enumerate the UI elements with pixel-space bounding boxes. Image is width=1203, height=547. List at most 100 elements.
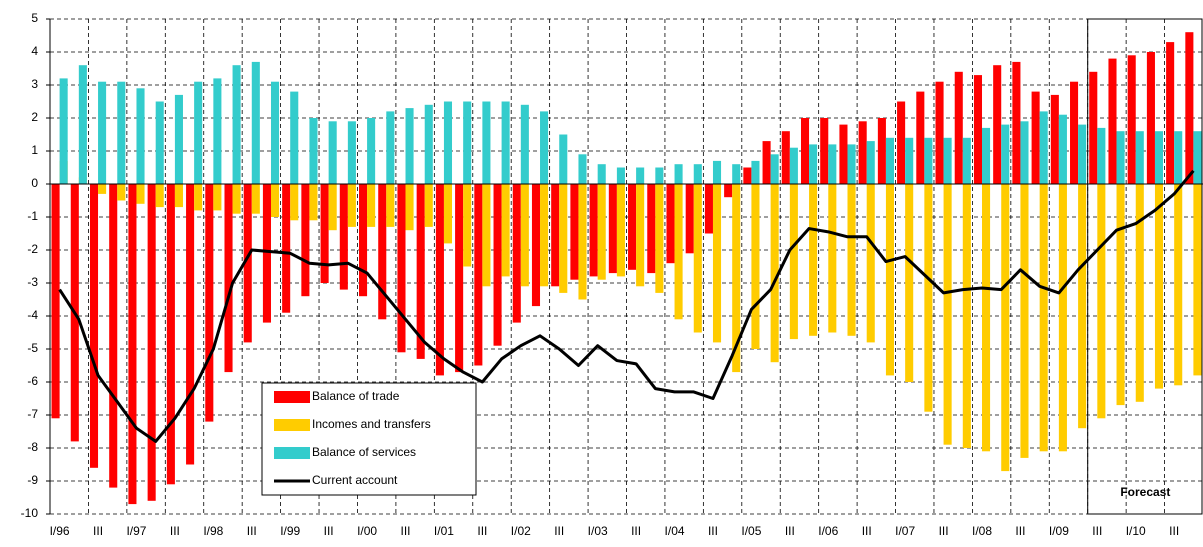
bar (1146, 52, 1155, 184)
bar (224, 184, 233, 373)
bar (89, 184, 99, 468)
bar (443, 184, 453, 244)
y-tick-label: 4 (31, 44, 38, 58)
bar (770, 184, 779, 363)
x-tick-label: I/02 (511, 524, 531, 538)
bar (117, 184, 126, 201)
bar (1174, 131, 1183, 184)
x-tick-label: III (477, 524, 487, 538)
y-tick-label: -8 (27, 440, 38, 454)
bar (1127, 55, 1136, 184)
bar (732, 184, 741, 373)
bar (993, 65, 1002, 184)
bar (578, 154, 587, 184)
bar (962, 184, 971, 448)
bar (809, 144, 818, 184)
bar (186, 184, 195, 465)
bar (540, 111, 549, 184)
bar (924, 184, 933, 412)
bar (1166, 42, 1175, 184)
bar (636, 184, 645, 287)
bar (270, 184, 280, 217)
bar (109, 184, 118, 488)
bar (320, 184, 329, 283)
x-tick-label: I/99 (280, 524, 300, 538)
bar (1193, 184, 1202, 376)
bar (743, 167, 752, 184)
bar (493, 184, 502, 346)
bar (424, 104, 433, 184)
x-tick-label: I/08 (972, 524, 992, 538)
bar (551, 184, 560, 287)
bar (443, 101, 453, 184)
bar (378, 184, 387, 320)
bar (858, 121, 867, 184)
bar (309, 184, 318, 221)
bar (578, 184, 587, 300)
bar (789, 147, 798, 184)
bar (51, 184, 60, 419)
bar (98, 81, 107, 184)
bar (866, 184, 875, 343)
x-tick-label: I/04 (665, 524, 685, 538)
bar (1193, 131, 1202, 184)
x-tick-label: III (401, 524, 411, 538)
bar (347, 184, 356, 227)
forecast-label: Forecast (1120, 485, 1170, 499)
bar (943, 184, 952, 445)
bar (924, 137, 933, 184)
bar (1058, 114, 1067, 184)
forecast-box (1087, 18, 1203, 515)
bar (1039, 111, 1048, 184)
bar (328, 121, 337, 184)
bar (397, 184, 406, 353)
bar (1020, 121, 1029, 184)
bar (328, 184, 337, 231)
bar (597, 184, 606, 280)
legend-label: Incomes and transfers (312, 417, 431, 431)
bar (809, 184, 818, 336)
bar (732, 164, 741, 184)
bar (655, 184, 664, 293)
bar (531, 184, 541, 307)
bar (520, 184, 529, 287)
bar (877, 118, 886, 184)
bar (1108, 58, 1117, 184)
bar (1078, 184, 1087, 429)
x-tick-label: I/06 (818, 524, 838, 538)
bar (1058, 184, 1067, 452)
bar (608, 184, 617, 274)
bar (693, 184, 702, 333)
bar (359, 184, 368, 297)
bar (1089, 71, 1098, 184)
bar (290, 91, 299, 184)
x-tick-label: I/97 (126, 524, 146, 538)
bar (155, 101, 164, 184)
y-tick-label: 0 (31, 176, 38, 190)
bar (117, 81, 126, 184)
bar (455, 184, 464, 373)
x-tick-label: I/10 (1126, 524, 1146, 538)
bar (482, 101, 491, 184)
bar (1154, 184, 1164, 389)
bar (136, 88, 145, 184)
bar (647, 184, 656, 274)
bar (973, 75, 983, 184)
bar (616, 167, 625, 184)
bar (174, 184, 183, 208)
bar (1097, 184, 1106, 419)
bar (1050, 94, 1059, 184)
x-tick-label: III (1169, 524, 1179, 538)
x-tick-label: III (631, 524, 641, 538)
y-tick-label: -1 (27, 209, 38, 223)
bar (962, 137, 971, 184)
bar (98, 184, 107, 194)
bar (589, 184, 598, 277)
bar (155, 184, 164, 208)
bar (885, 184, 894, 376)
bar (1039, 184, 1048, 452)
bar (674, 164, 683, 184)
bar (232, 184, 241, 214)
